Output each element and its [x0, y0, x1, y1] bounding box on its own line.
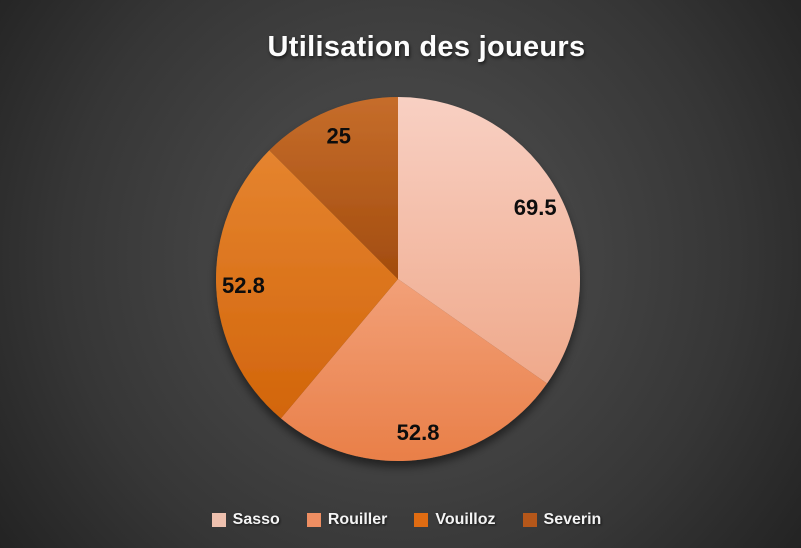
legend-label: Rouiller [327, 511, 388, 528]
legend-item-severin[interactable]: Severin [522, 511, 602, 529]
legend-swatch-severin [522, 513, 537, 527]
pie-slice-vouilloz[interactable] [216, 150, 398, 419]
legend-item-vouilloz[interactable]: Vouilloz [414, 511, 496, 529]
data-label-sasso: 69.5 [514, 195, 557, 220]
pie-slice-severin[interactable] [269, 97, 398, 279]
pie-slice-sasso[interactable] [398, 97, 581, 384]
legend-label: Severin [543, 511, 602, 528]
legend-swatch-sasso [211, 513, 226, 527]
legend-swatch-vouilloz [414, 513, 429, 527]
data-label-rouiller: 52.8 [397, 420, 440, 445]
legend-label: Vouilloz [435, 511, 496, 528]
legend-item-rouiller[interactable]: Rouiller [306, 511, 388, 529]
legend-swatch-rouiller [306, 513, 321, 527]
data-label-vouilloz: 52.8 [222, 273, 265, 298]
legend-label: Sasso [232, 511, 280, 528]
data-label-severin: 25 [327, 124, 351, 149]
chart-title: Utilisation des joueurs [267, 31, 586, 63]
legend: Sasso Rouiller Vouilloz Severin [6, 511, 801, 529]
legend-item-sasso[interactable]: Sasso [211, 511, 280, 529]
pie-slice-rouiller[interactable] [280, 279, 548, 462]
